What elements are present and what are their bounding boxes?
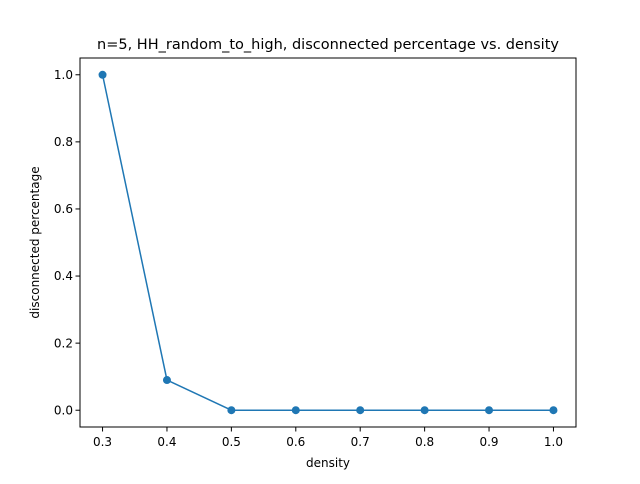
x-tick-label: 0.6 bbox=[286, 435, 305, 449]
y-tick-label: 1.0 bbox=[54, 68, 73, 82]
data-point bbox=[98, 70, 107, 79]
y-tick-label: 0.2 bbox=[54, 336, 73, 350]
y-axis-title: disconnected percentage bbox=[28, 166, 42, 318]
y-tick-label: 0.8 bbox=[54, 135, 73, 149]
x-tick-label: 1.0 bbox=[544, 435, 563, 449]
y-tick-label: 0.6 bbox=[54, 202, 73, 216]
data-point bbox=[549, 406, 558, 415]
x-tick-label: 0.5 bbox=[222, 435, 241, 449]
chart-title: n=5, HH_random_to_high, disconnected per… bbox=[97, 37, 559, 53]
data-point bbox=[420, 406, 429, 415]
x-tick-label: 0.9 bbox=[479, 435, 498, 449]
x-tick-label: 0.3 bbox=[93, 435, 112, 449]
data-point bbox=[356, 406, 365, 415]
data-point bbox=[162, 376, 171, 385]
data-point bbox=[485, 406, 494, 415]
x-tick-label: 0.8 bbox=[415, 435, 434, 449]
y-tick-label: 0.4 bbox=[54, 269, 73, 283]
x-axis-ticks: 0.3 0.4 0.5 0.6 0.7 0.8 0.9 1.0 bbox=[93, 427, 563, 449]
series-line bbox=[101, 74, 554, 411]
data-point bbox=[227, 406, 236, 415]
x-axis-title: density bbox=[306, 456, 350, 470]
y-axis-ticks: 0.0 0.2 0.4 0.6 0.8 1.0 bbox=[54, 68, 80, 417]
axes-frame bbox=[79, 57, 577, 428]
x-tick-label: 0.7 bbox=[351, 435, 370, 449]
plot-area bbox=[79, 57, 577, 428]
data-point bbox=[291, 406, 300, 415]
series-layer bbox=[98, 70, 558, 415]
y-tick-label: 0.0 bbox=[54, 403, 73, 417]
x-tick-label: 0.4 bbox=[157, 435, 176, 449]
